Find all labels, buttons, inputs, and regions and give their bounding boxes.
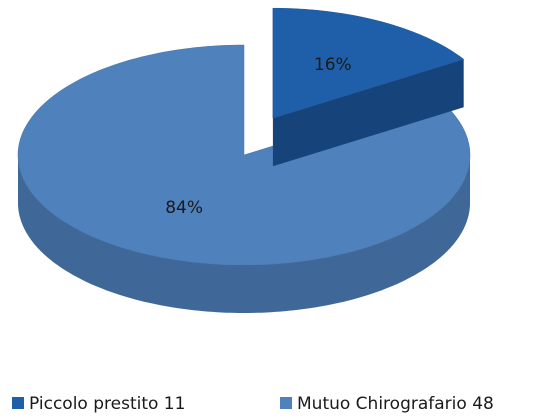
slice-top bbox=[17, 44, 471, 266]
slice-top bbox=[272, 7, 465, 119]
pie-slice: 16% bbox=[272, 7, 465, 167]
data-label: 84% bbox=[165, 198, 203, 218]
legend-swatch bbox=[280, 397, 292, 409]
slice-cut-face bbox=[272, 59, 464, 167]
legend-label: Piccolo prestito 11 bbox=[29, 394, 185, 414]
slice-side bbox=[18, 155, 470, 313]
legend-swatch bbox=[12, 397, 24, 409]
legend-label: Mutuo Chirografario 48 bbox=[297, 394, 494, 414]
data-label: 16% bbox=[314, 55, 352, 75]
